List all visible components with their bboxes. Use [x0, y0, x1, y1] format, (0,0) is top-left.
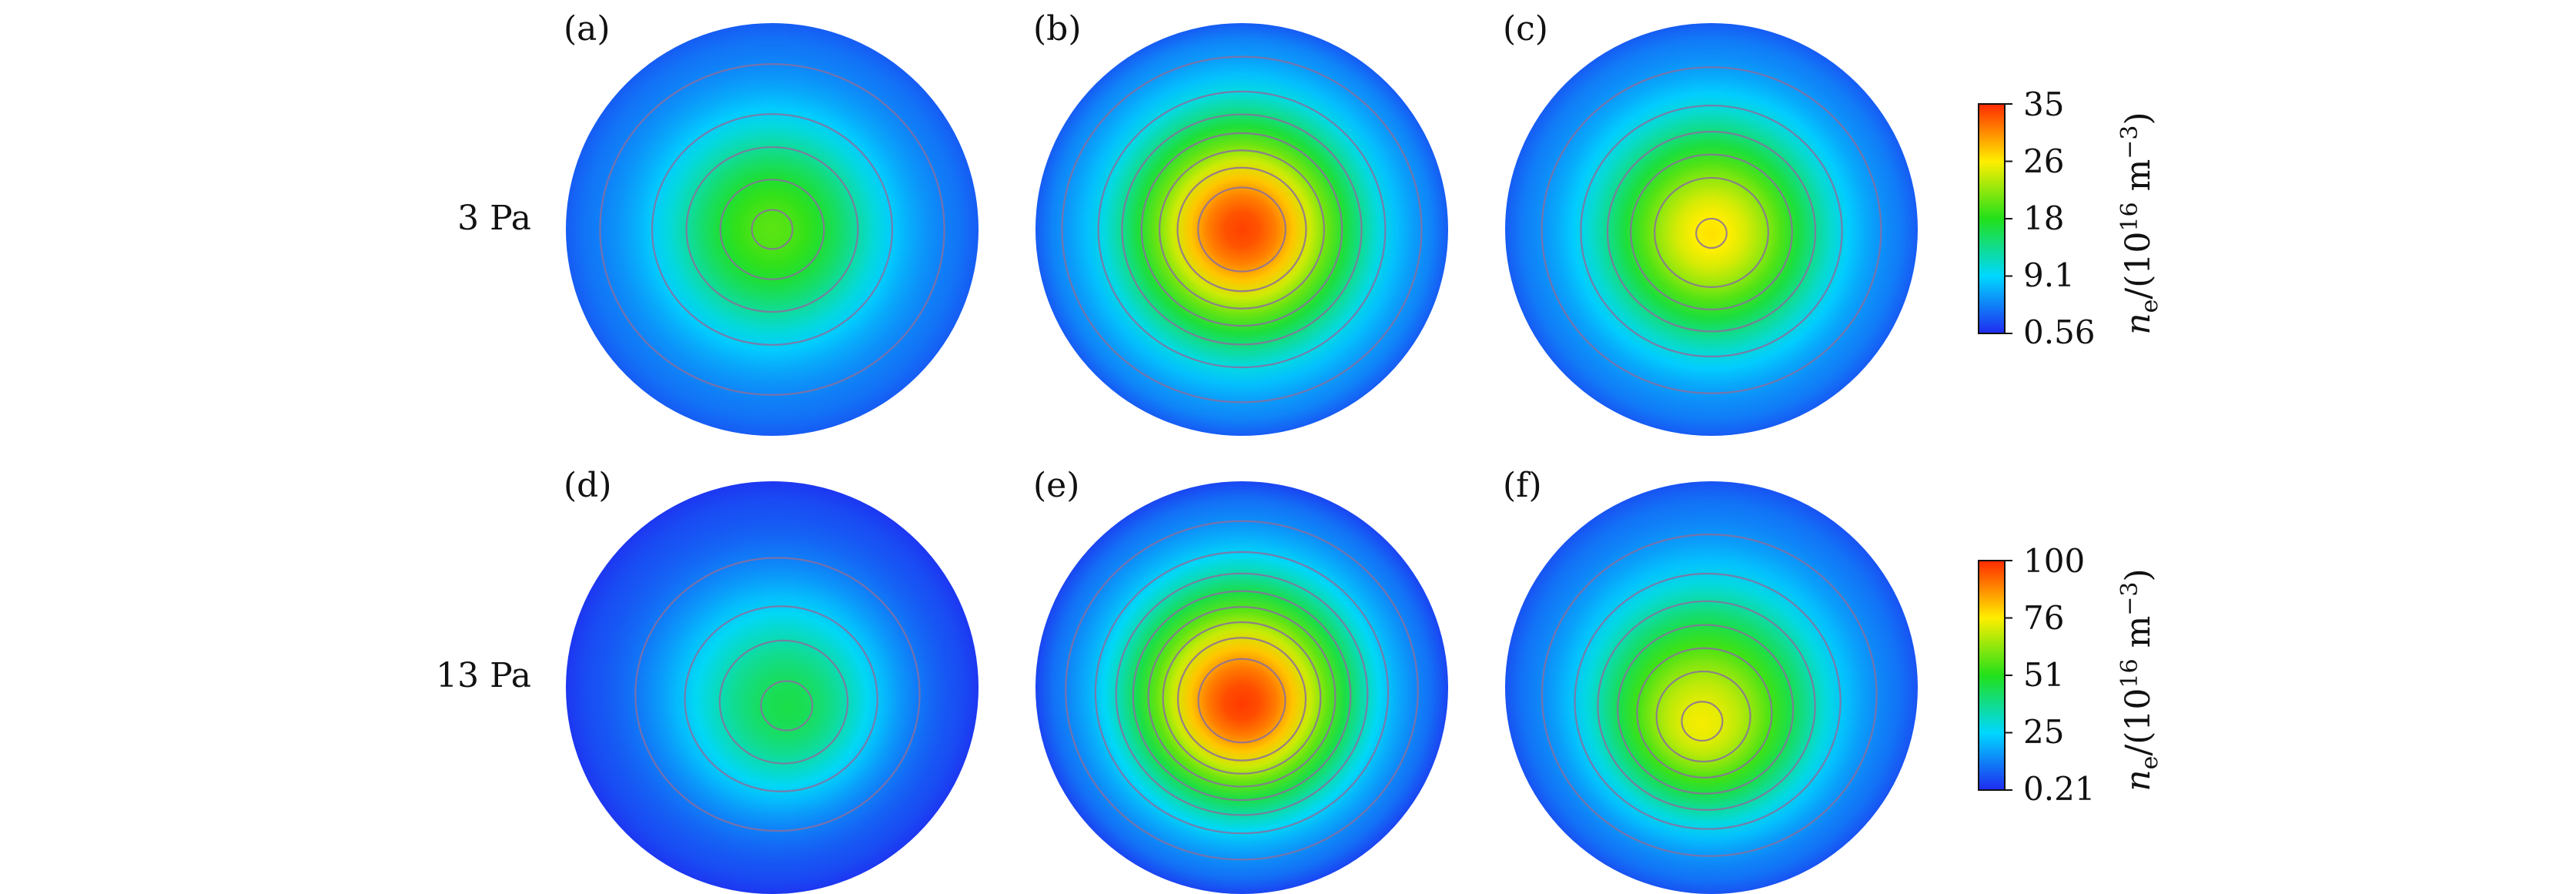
- contour-line: [1176, 637, 1307, 762]
- contour-line: [760, 680, 814, 732]
- colorbar-top: 35 26 18 9.1 0.56 ne/(1016 m−3): [1978, 85, 2163, 351]
- contour-line: [1132, 590, 1352, 802]
- colorbar-bottom: 100 76 51 25 0.21 ne/(1016 m−3): [1978, 542, 2163, 808]
- contour-line: [1617, 624, 1795, 795]
- colorbar-bottom-tick-1: 76: [2023, 599, 2064, 637]
- colorbar-bottom-tick-2: 51: [2023, 656, 2064, 694]
- contour-line: [1655, 670, 1751, 763]
- density-disk: [1035, 23, 1448, 436]
- contour-line: [1176, 166, 1307, 293]
- contour-line: [1147, 606, 1337, 788]
- heatmap-panel-f: [1505, 481, 1918, 894]
- density-disk: [1505, 23, 1918, 436]
- panel-label-c: (c): [1503, 9, 1548, 49]
- colorbar-top-tick-0: 35: [2023, 85, 2064, 123]
- contour-line: [719, 179, 825, 280]
- contour-line: [651, 113, 894, 346]
- contour-line: [1580, 104, 1843, 358]
- contour-line: [1630, 153, 1793, 311]
- contour-line: [1636, 647, 1773, 778]
- heatmap-panels: [566, 23, 1918, 894]
- density-disk: [1035, 481, 1448, 894]
- row-label-13pa: 13 Pa: [436, 656, 531, 695]
- contour-line: [1158, 149, 1326, 310]
- density-disk: [566, 23, 979, 436]
- contour-line: [1681, 701, 1724, 742]
- contour-line: [1094, 551, 1390, 835]
- panel-label-a: (a): [564, 9, 611, 49]
- contour-line: [1061, 55, 1423, 403]
- row-label-3pa: 3 Pa: [457, 199, 531, 238]
- colorbar-bottom-tick-3: 25: [2023, 713, 2064, 751]
- contour-line: [685, 146, 859, 313]
- heatmap-panel-c: [1505, 23, 1918, 436]
- contour-line: [1654, 176, 1769, 288]
- contour-line: [1606, 130, 1817, 333]
- contour-line: [718, 639, 849, 765]
- colorbar-top-tick-4: 0.56: [2023, 313, 2096, 351]
- contour-line: [1197, 658, 1286, 744]
- heatmap-panel-a: [566, 23, 979, 436]
- colorbar-top-tick-3: 9.1: [2023, 256, 2075, 294]
- contour-line: [1541, 534, 1878, 857]
- contour-line: [1097, 90, 1387, 369]
- colorbar-bottom-tick-4: 0.21: [2023, 770, 2096, 808]
- contour-line: [1121, 113, 1363, 346]
- panel-label-b: (b): [1033, 9, 1082, 49]
- contour-line: [1140, 132, 1343, 327]
- colorbar-top-tick-1: 26: [2023, 142, 2064, 180]
- contour-line: [599, 63, 945, 396]
- colorbar-bottom-title: ne/(1016 m−3): [2116, 568, 2163, 791]
- panel-label-f: (f): [1503, 466, 1542, 505]
- colorbar-bottom-gradient: [1978, 560, 2006, 791]
- contour-line: [1115, 572, 1369, 816]
- contour-line: [1541, 66, 1882, 394]
- contour-line: [1162, 621, 1322, 775]
- contour-line: [1574, 572, 1842, 830]
- contour-line: [1695, 217, 1728, 249]
- contour-line: [751, 209, 794, 250]
- heatmap-panel-b: [1035, 23, 1448, 436]
- colorbar-top-tick-2: 18: [2023, 199, 2064, 237]
- heatmap-panel-e: [1035, 481, 1448, 894]
- heatmap-panel-d: [566, 481, 979, 894]
- contour-line: [1597, 600, 1816, 811]
- density-disk: [566, 481, 979, 894]
- colorbar-top-title: ne/(1016 m−3): [2116, 112, 2163, 334]
- contour-line: [1065, 520, 1419, 861]
- density-disk: [1505, 481, 1918, 894]
- contour-line: [634, 557, 921, 832]
- colorbar-top-gradient: [1978, 103, 2006, 334]
- contour-line: [1197, 186, 1286, 273]
- contour-line: [684, 605, 878, 792]
- panel-label-d: (d): [564, 466, 612, 505]
- panel-label-e: (e): [1033, 466, 1079, 505]
- colorbar-bottom-tick-0: 100: [2023, 542, 2085, 580]
